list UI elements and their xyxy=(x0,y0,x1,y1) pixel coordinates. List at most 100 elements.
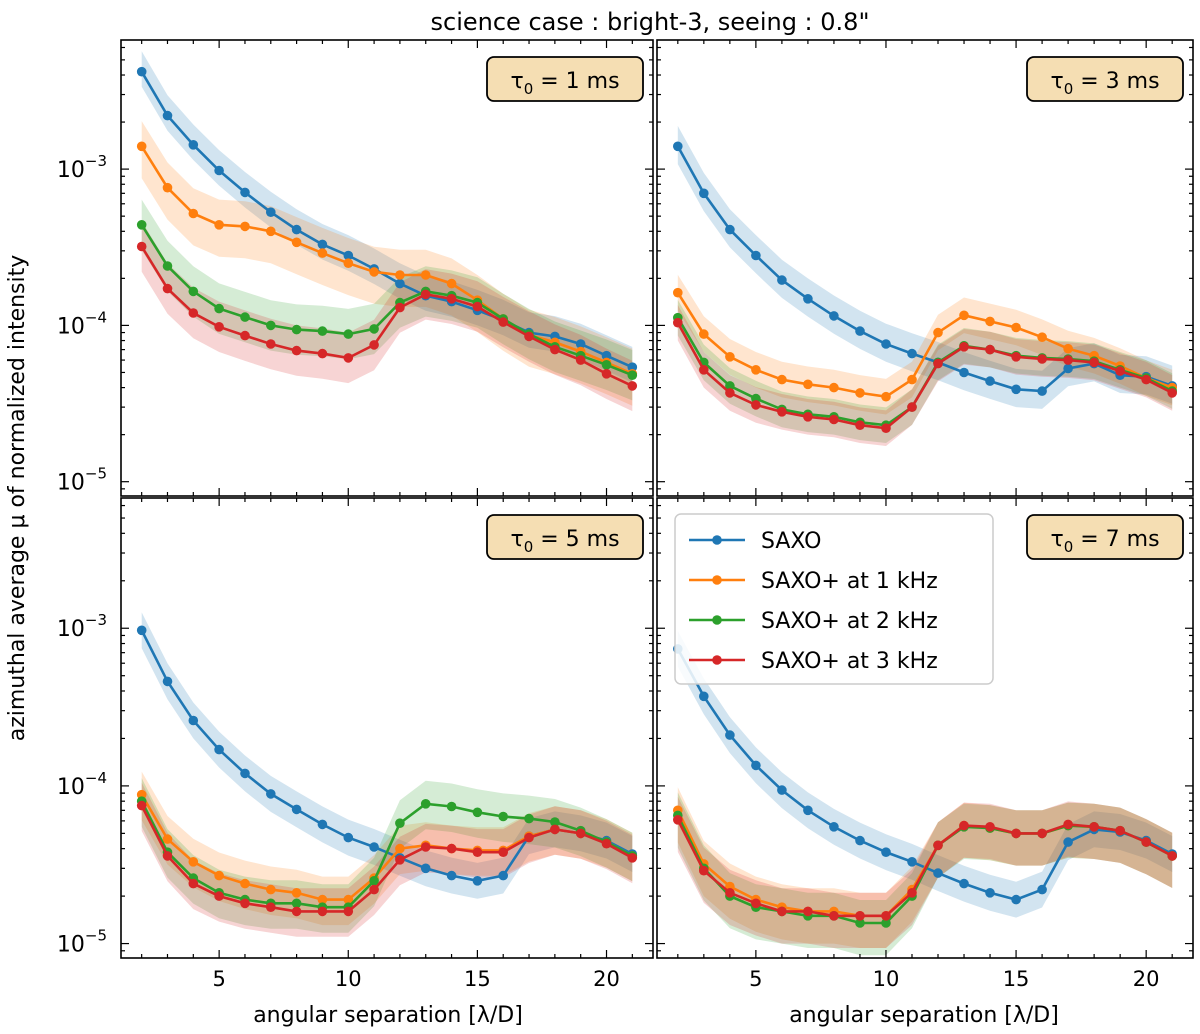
point-saxo-5 xyxy=(751,760,761,771)
point-saxo-17 xyxy=(1063,837,1073,847)
panel-label-text: τ0 = 7 ms xyxy=(1050,527,1159,556)
point-saxo-at-3-khz-8 xyxy=(829,911,839,921)
point-saxo-at-1-khz-8 xyxy=(829,382,839,393)
point-saxo-at-3-khz-20 xyxy=(601,369,612,379)
point-saxo-at-3-khz-10 xyxy=(343,906,354,917)
point-saxo-at-3-khz-14 xyxy=(985,344,995,355)
point-saxo-at-2-khz-2 xyxy=(136,220,147,230)
panel-label-box xyxy=(1026,56,1184,102)
point-saxo-at-3-khz-9 xyxy=(855,420,865,431)
point-saxo-at-3-khz-4 xyxy=(725,388,735,398)
point-saxo-15 xyxy=(472,876,483,886)
point-saxo-at-1-khz-5 xyxy=(751,365,761,375)
point-saxo-at-1-khz-6 xyxy=(240,221,250,232)
point-saxo-at-3-khz-10 xyxy=(881,911,891,921)
point-saxo-6 xyxy=(777,785,787,795)
point-saxo-at-1-khz-11 xyxy=(369,267,379,277)
point-saxo-at-1-khz-8 xyxy=(291,237,302,248)
point-saxo-4 xyxy=(725,224,735,235)
figure-suptitle: science case : bright-3, seeing : 0.8" xyxy=(431,8,870,36)
point-saxo-at-3-khz-18 xyxy=(550,824,560,835)
axes-frame xyxy=(656,39,1194,497)
plot-area xyxy=(673,125,1177,446)
point-saxo-at-3-khz-8 xyxy=(829,414,839,425)
band-saxo-at-3-khz xyxy=(677,304,1173,446)
y-tick-label: 10−4 xyxy=(57,769,107,800)
point-saxo-19 xyxy=(575,339,586,349)
band-saxo-at-2-khz xyxy=(677,299,1173,443)
point-saxo-at-2-khz-9 xyxy=(855,918,865,928)
point-saxo-at-2-khz-14 xyxy=(446,801,457,812)
point-saxo-at-3-khz-11 xyxy=(369,340,379,350)
point-saxo-at-2-khz-8 xyxy=(291,898,302,909)
panel-label: τ0 = 3 ms xyxy=(1026,56,1184,102)
point-saxo-at-1-khz-2 xyxy=(136,141,147,152)
x-tick-label: 5 xyxy=(749,967,762,991)
point-saxo-8 xyxy=(829,822,839,832)
point-saxo-at-3-khz-13 xyxy=(959,820,969,831)
point-saxo-14 xyxy=(985,888,995,898)
point-saxo-at-3-khz-18 xyxy=(1089,822,1099,832)
point-saxo-at-3-khz-12 xyxy=(395,855,405,865)
panel-2: τ0 = 3 ms xyxy=(656,39,1194,497)
point-saxo-at-3-khz-6 xyxy=(777,906,787,917)
point-saxo-at-3-khz-13 xyxy=(420,289,431,300)
point-saxo-at-1-khz-6 xyxy=(240,878,250,889)
point-saxo-at-3-khz-2 xyxy=(136,241,147,252)
y-axis-label: azimuthal average μ of normalized intens… xyxy=(5,255,30,742)
legend-marker-saxo-at-1-khz xyxy=(712,575,722,585)
point-saxo-at-3-khz-10 xyxy=(881,423,891,434)
point-saxo-at-3-khz-14 xyxy=(446,843,457,854)
point-saxo-9 xyxy=(317,239,328,250)
point-saxo-at-3-khz-17 xyxy=(524,832,534,843)
y-tick-label: 10−4 xyxy=(57,308,107,339)
point-saxo-at-3-khz-21 xyxy=(1167,388,1177,398)
point-saxo-at-1-khz-15 xyxy=(1011,322,1021,333)
point-saxo-at-3-khz-18 xyxy=(1089,357,1099,368)
point-saxo-at-3-khz-14 xyxy=(446,294,457,304)
point-saxo-at-3-khz-11 xyxy=(907,402,917,412)
x-tick-label: 5 xyxy=(212,967,225,991)
point-saxo-at-1-khz-12 xyxy=(395,270,405,280)
point-saxo-at-2-khz-16 xyxy=(498,811,509,822)
panel-label-text: τ0 = 5 ms xyxy=(510,527,619,556)
point-saxo-at-1-khz-13 xyxy=(420,270,431,280)
point-saxo-20 xyxy=(601,350,612,361)
point-saxo-at-3-khz-15 xyxy=(472,847,483,857)
point-saxo-21 xyxy=(627,362,638,373)
point-saxo-at-1-khz-9 xyxy=(317,894,328,905)
point-saxo-at-3-khz-2 xyxy=(136,800,147,811)
point-saxo-at-2-khz-20 xyxy=(601,360,612,370)
point-saxo-at-1-khz-17 xyxy=(1063,343,1073,354)
point-saxo-10 xyxy=(881,847,891,857)
point-saxo-12 xyxy=(933,868,943,878)
point-saxo-17 xyxy=(1063,363,1073,374)
point-saxo-at-3-khz-11 xyxy=(907,888,917,898)
x-tick-label: 15 xyxy=(464,967,491,991)
point-saxo-at-3-khz-8 xyxy=(291,906,302,917)
point-saxo-at-3-khz-3 xyxy=(162,851,173,861)
point-saxo-3 xyxy=(699,691,709,702)
point-saxo-at-1-khz-5 xyxy=(214,870,224,881)
point-saxo-at-2-khz-4 xyxy=(725,381,735,391)
point-saxo-6 xyxy=(777,275,787,285)
point-saxo-at-3-khz-20 xyxy=(601,838,612,849)
point-saxo-at-2-khz-13 xyxy=(420,799,431,809)
panel-label-text: τ0 = 3 ms xyxy=(1050,69,1159,98)
point-saxo-at-3-khz-21 xyxy=(627,853,638,863)
panel-3: 5 10 15 20 10−5 10−4 10−3 τ0 = 5 ms xyxy=(57,497,654,991)
y-tick-label: 10−3 xyxy=(57,611,107,642)
point-saxo-13 xyxy=(420,863,431,874)
axes-frame xyxy=(120,497,654,959)
point-saxo-at-2-khz-11 xyxy=(369,324,379,334)
point-saxo-at-2-khz-6 xyxy=(240,312,250,322)
point-saxo-at-3-khz-3 xyxy=(699,865,709,876)
axes-frame xyxy=(656,497,1194,959)
point-saxo-at-3-khz-11 xyxy=(369,884,379,895)
point-saxo-at-2-khz-9 xyxy=(317,326,328,336)
point-saxo-at-3-khz-4 xyxy=(188,308,199,318)
point-saxo-16 xyxy=(498,870,509,881)
panel-label-box xyxy=(486,56,644,102)
point-saxo-at-3-khz-19 xyxy=(575,828,586,839)
legend-entry-saxo-at-1-khz: SAXO+ at 1 kHz xyxy=(761,569,938,594)
